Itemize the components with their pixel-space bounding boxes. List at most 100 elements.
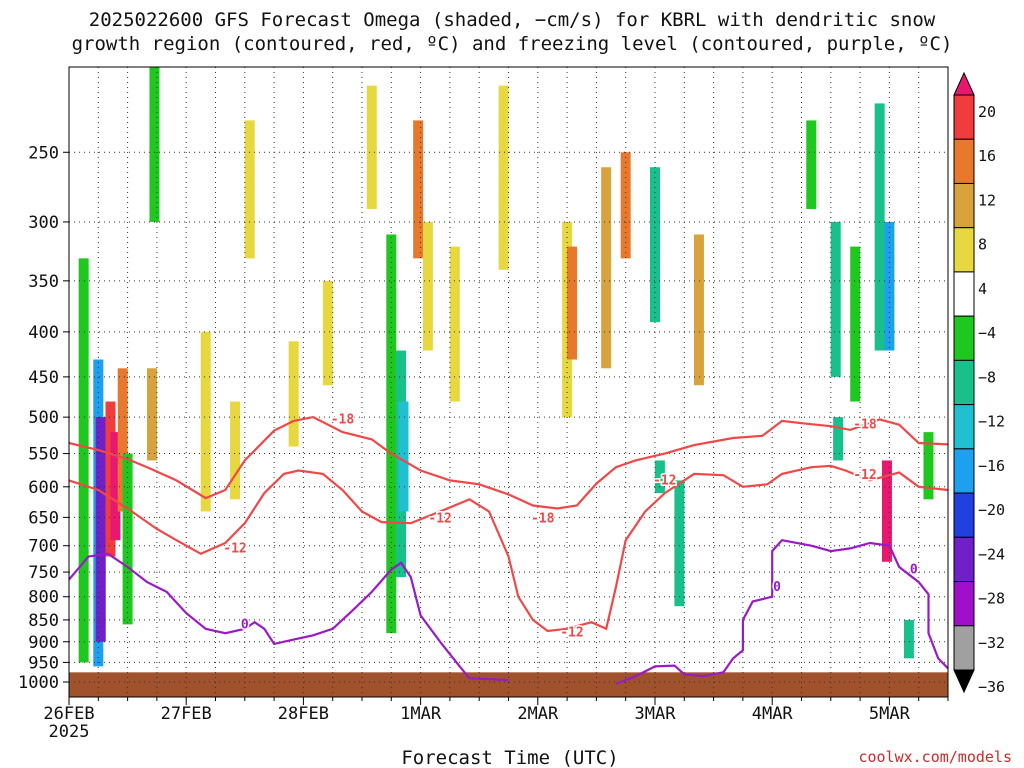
omega-cell bbox=[110, 432, 121, 541]
y-tick-label: 300 bbox=[28, 213, 59, 233]
x-tick-label: 28FEB bbox=[278, 704, 329, 724]
y-tick-label: 1000 bbox=[18, 673, 59, 693]
omega-cell bbox=[674, 480, 685, 607]
y-tick-label: 400 bbox=[28, 323, 59, 343]
colorbar-label: 12 bbox=[978, 191, 996, 209]
colorbar-box bbox=[953, 94, 975, 140]
contour-label: -18 bbox=[853, 418, 877, 433]
y-tick-label: 700 bbox=[28, 537, 59, 557]
y-tick-label: 950 bbox=[28, 653, 59, 673]
y-tick-label: 350 bbox=[28, 272, 59, 292]
colorbar-label: −32 bbox=[978, 634, 1005, 652]
omega-cell bbox=[78, 258, 89, 663]
x-tick-label: 3MAR bbox=[635, 704, 677, 724]
colorbar-box bbox=[953, 581, 975, 627]
y-tick-label: 550 bbox=[28, 445, 59, 465]
omega-cell bbox=[874, 103, 885, 351]
omega-cell bbox=[903, 619, 914, 659]
contour-label: -12 bbox=[560, 625, 583, 640]
x-tick-label: 4MAR bbox=[752, 704, 794, 724]
omega-cell bbox=[322, 280, 333, 386]
omega-cell bbox=[654, 460, 665, 494]
colorbar-box bbox=[953, 404, 975, 450]
watermark: coolwx.com/models bbox=[858, 748, 1012, 766]
y-tick-label: 650 bbox=[28, 508, 59, 528]
contour-dendritic-minus12 bbox=[68, 464, 949, 633]
colorbar-box bbox=[953, 138, 975, 184]
y-tick-label: 500 bbox=[28, 408, 59, 428]
contour-label: -12 bbox=[653, 473, 676, 488]
omega-cell bbox=[366, 85, 377, 209]
contour-dendritic-minus18 bbox=[68, 415, 949, 510]
contour-label: -12 bbox=[223, 541, 246, 556]
x-tick-label: 1MAR bbox=[400, 704, 442, 724]
colorbar-top-triangle bbox=[953, 71, 975, 96]
colorbar-label: 4 bbox=[978, 280, 987, 298]
omega-cell bbox=[806, 120, 817, 209]
y-tick-label: 850 bbox=[28, 611, 59, 631]
colorbar: 20 16 12 8 4 −4 −8 −12 −16 −20 −24 −28 −32 −36 bbox=[953, 71, 1005, 696]
omega-cell bbox=[413, 120, 424, 259]
omega-cell bbox=[884, 221, 895, 351]
chart-title-line2: growth region (contoured, red, ºC) and f… bbox=[72, 33, 953, 55]
contour-label: 0 bbox=[910, 563, 918, 578]
colorbar-box bbox=[953, 359, 975, 406]
contour-label: -12 bbox=[428, 512, 451, 527]
colorbar-bottom-triangle bbox=[953, 669, 975, 694]
colorbar-box bbox=[953, 492, 975, 538]
omega-cell bbox=[449, 246, 460, 402]
omega-cell bbox=[566, 246, 577, 360]
y-tick-label: 250 bbox=[28, 143, 59, 163]
colorbar-box bbox=[953, 536, 975, 583]
contour-label: -18 bbox=[531, 512, 555, 527]
omega-cell bbox=[850, 246, 861, 402]
x-tick-label: 2MAR bbox=[517, 704, 559, 724]
omega-cell bbox=[833, 417, 844, 461]
x-axis-time: 26FEB 27FEB 28FEB 1MAR 2MAR 3MAR 4MAR 5MAR 2025 bbox=[43, 697, 949, 742]
contour-freezing-0 bbox=[68, 552, 509, 682]
omega-cell bbox=[398, 401, 409, 512]
x-tick-label: 27FEB bbox=[161, 704, 212, 724]
colorbar-label: 16 bbox=[978, 147, 996, 165]
omega-cell bbox=[830, 221, 841, 377]
omega-cell bbox=[386, 234, 397, 634]
colorbar-label: 20 bbox=[978, 103, 996, 121]
omega-cell bbox=[498, 85, 509, 270]
omega-cell bbox=[230, 401, 241, 500]
y-tick-label: 600 bbox=[28, 478, 59, 498]
omega-cell bbox=[650, 167, 660, 323]
colorbar-label: 8 bbox=[978, 236, 987, 254]
y-tick-label: 900 bbox=[28, 633, 59, 653]
colorbar-box bbox=[953, 182, 975, 229]
omega-cell bbox=[422, 221, 433, 351]
colorbar-label: −20 bbox=[978, 501, 1005, 519]
x-tick-label: 5MAR bbox=[869, 704, 911, 724]
colorbar-label: −16 bbox=[978, 457, 1005, 475]
colorbar-label: −12 bbox=[978, 413, 1005, 431]
colorbar-box bbox=[953, 625, 975, 671]
omega-cell bbox=[147, 368, 158, 461]
x-axis-title: Forecast Time (UTC) bbox=[401, 747, 618, 768]
omega-cell bbox=[693, 234, 704, 386]
y-tick-label: 750 bbox=[28, 563, 59, 583]
x-tick-label: 26FEB bbox=[43, 704, 94, 724]
colorbar-box bbox=[953, 227, 975, 273]
omega-cell bbox=[117, 368, 128, 512]
omega-cell bbox=[601, 167, 612, 369]
omega-cell bbox=[881, 460, 892, 562]
colorbar-label: −24 bbox=[978, 545, 1005, 563]
colorbar-label: −36 bbox=[978, 678, 1005, 696]
contour-label: 0 bbox=[241, 617, 249, 632]
contour-label: -12 bbox=[853, 468, 876, 483]
contour-label: 0 bbox=[773, 580, 781, 595]
colorbar-box bbox=[953, 448, 975, 494]
colorbar-label: −28 bbox=[978, 590, 1005, 608]
omega-cell bbox=[620, 152, 631, 259]
terrain-ground bbox=[69, 672, 948, 697]
omega-cell bbox=[923, 432, 934, 500]
omega-cell bbox=[149, 67, 160, 222]
omega-cell bbox=[200, 331, 211, 512]
omega-cell bbox=[288, 341, 299, 447]
y-axis-pressure: 2503003504004505005506006507007508008509… bbox=[18, 143, 69, 693]
